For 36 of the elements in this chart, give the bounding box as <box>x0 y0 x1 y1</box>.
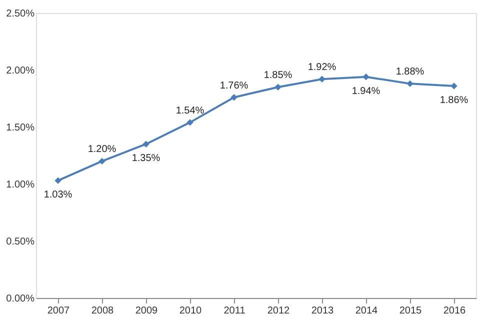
x-tick-label: 2016 <box>443 306 466 316</box>
point <box>230 94 238 101</box>
point <box>450 82 458 90</box>
y-tick-label: 2.00% <box>6 66 35 76</box>
point <box>406 80 414 88</box>
point <box>362 73 370 80</box>
x-tick-label: 2015 <box>399 306 422 316</box>
data-label: 1.94% <box>352 86 380 97</box>
x-tick-label: 2012 <box>267 306 290 316</box>
point <box>54 177 62 184</box>
x-tick-label: 2013 <box>311 306 334 316</box>
y-tick-label: 1.00% <box>6 180 35 190</box>
data-label: 1.88% <box>396 66 424 78</box>
x-tick-label: 2009 <box>135 306 158 316</box>
x-tick-label: 2007 <box>47 306 70 316</box>
point <box>274 84 282 90</box>
x-tick-label: 2008 <box>91 306 114 316</box>
data-label: 1.92% <box>308 62 336 74</box>
data-label: 1.03% <box>44 190 72 201</box>
point <box>186 119 194 126</box>
data-label: 1.76% <box>220 80 248 92</box>
data-label: 1.54% <box>176 105 204 116</box>
data-label: 1.85% <box>264 70 292 82</box>
y-tick-label: 1.50% <box>6 122 35 134</box>
y-tick-label: 2.50% <box>6 8 35 20</box>
x-tick-label: 2010 <box>179 306 202 316</box>
x-tick-label: 2014 <box>355 306 378 316</box>
x-tick-label: 2011 <box>224 306 246 316</box>
point <box>318 76 326 82</box>
point <box>142 140 150 148</box>
data-label: 1.35% <box>132 153 160 164</box>
data-label: 1.86% <box>440 94 468 106</box>
data-label: 1.20% <box>88 144 116 156</box>
point <box>98 158 106 165</box>
y-tick-label: 0.50% <box>6 236 35 248</box>
y-tick-label: 0.00% <box>6 294 35 304</box>
